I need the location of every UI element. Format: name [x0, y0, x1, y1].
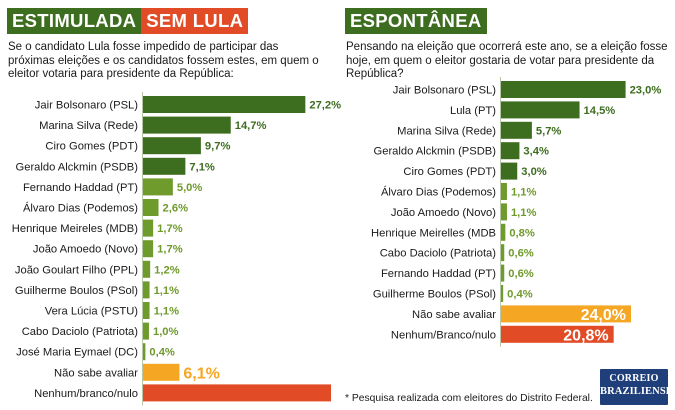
category-label: João Goulart Filho (PPL): [15, 264, 138, 276]
tag-sem-lula: SEM LULA: [141, 8, 249, 34]
title-estimulada: ESTIMULADA SEM LULA: [7, 8, 249, 34]
category-label: Jair Bolsonaro (PSL): [35, 100, 138, 112]
category-label: Henrique Meireles (MDB): [12, 223, 138, 235]
value-label: 1,1%: [154, 285, 180, 297]
value-label: 1,1%: [154, 306, 180, 318]
category-label: Lula (PT): [450, 105, 496, 117]
question-estimulada: Se o candidato Lula fosse impedido de pa…: [8, 41, 319, 80]
value-label: 20,8%: [563, 327, 608, 344]
value-label: 3,0%: [521, 166, 547, 178]
bar: [501, 162, 518, 180]
value-label: 24,0%: [581, 307, 626, 324]
value-label: 14,7%: [235, 120, 267, 132]
bar: [501, 81, 626, 98]
category-label: Geraldo Alckmin (PSDB): [16, 161, 139, 173]
value-label: 1,7%: [157, 244, 183, 256]
category-label: João Amoedo (Novo): [33, 244, 138, 256]
category-label: João Amoedo (Novo): [391, 207, 496, 219]
value-label: 0,4%: [507, 289, 533, 301]
category-label: Álvaro Dias (Podemos): [23, 202, 138, 215]
value-label: 1,0%: [153, 326, 179, 338]
value-label: 0,6%: [508, 248, 534, 260]
category-label: Guilherme Boulos (PSol): [15, 285, 138, 297]
bar: [143, 363, 180, 381]
category-label: Fernando Haddad (PT): [23, 182, 138, 194]
tag-espontanea: ESPONTÂNEA: [345, 8, 487, 34]
category-label: Cabo Daciolo (Patriota): [22, 326, 139, 338]
bar: [143, 281, 150, 299]
value-label: 9,7%: [205, 141, 231, 153]
value-label: 23,0%: [630, 85, 662, 97]
category-label: Não sabe avaliar: [54, 367, 138, 379]
bar: [143, 199, 159, 216]
bar: [143, 384, 332, 402]
value-label: 27,2%: [309, 100, 341, 112]
bar: [143, 219, 154, 237]
bar: [501, 142, 520, 160]
bar: [501, 305, 631, 323]
category-label: Ciro Gomes (PDT): [403, 166, 496, 178]
category-label: Henrique Meirelles (MDB: [371, 227, 496, 239]
correio-braziliense-logo: CORREIO BRAZILIENSE: [600, 369, 673, 405]
value-label: 3,4%: [523, 146, 549, 158]
bar: [143, 302, 150, 319]
category-label: José Maria Eymael (DC): [16, 347, 138, 359]
category-label: Nenhum/Branco/nulo: [391, 329, 496, 341]
value-label: 0,4%: [149, 347, 175, 359]
category-label: Cabo Daciolo (Patriota): [380, 248, 497, 260]
bar: [501, 101, 580, 119]
tag-estimulada: ESTIMULADA: [7, 8, 142, 34]
value-label: 1,7%: [157, 223, 183, 235]
bar: [143, 96, 306, 113]
bar: [501, 223, 506, 241]
value-label: 1,1%: [511, 207, 537, 219]
bar: [143, 240, 154, 258]
bar: [143, 157, 186, 175]
category-label: Geraldo Alckmin (PSDB): [374, 146, 497, 158]
category-label: Fernando Haddad (PT): [381, 268, 496, 280]
value-label: 7,1%: [189, 161, 215, 173]
title-espontanea: ESPONTÂNEA: [345, 8, 487, 34]
bar: [501, 183, 507, 200]
category-label: Álvaro Dias (Podemos): [381, 186, 496, 199]
bar: [143, 322, 149, 340]
bar: [143, 116, 231, 134]
value-label: 5,0%: [177, 182, 203, 194]
category-label: Marina Silva (Rede): [39, 120, 138, 132]
category-label: Não sabe avaliar: [412, 309, 496, 321]
value-label: 6,1%: [183, 365, 219, 382]
bar: [501, 264, 505, 282]
category-label: Ciro Gomes (PDT): [45, 141, 138, 153]
value-label: 0,8%: [509, 227, 535, 239]
category-label: Marina Silva (Rede): [397, 125, 496, 137]
bar: [143, 137, 201, 155]
bar: [143, 260, 151, 278]
bar: [143, 343, 146, 361]
value-label: 2,6%: [163, 203, 189, 215]
value-label: 14,5%: [584, 105, 616, 117]
footnote: * Pesquisa realizada com eleitores do Di…: [345, 393, 593, 404]
category-label: Vera Lúcia (PSTU): [45, 306, 139, 318]
bar: [501, 203, 507, 221]
category-label: Nenhum/branco/nulo: [34, 388, 138, 400]
question-espontanea: Pensando na eleição que ocorrerá este an…: [346, 41, 668, 80]
value-label: 1,1%: [511, 187, 537, 199]
bar: [501, 325, 614, 343]
bar: [143, 178, 173, 196]
chart-estimulada: Jair Bolsonaro (PSL) 27,2% Marina Silva (R…: [12, 92, 341, 406]
bar: [501, 121, 532, 139]
category-label: Jair Bolsonaro (PSL): [393, 85, 496, 97]
value-label: 5,7%: [536, 125, 562, 137]
bar: [501, 244, 505, 262]
value-label: 0,6%: [508, 268, 534, 280]
value-label: 1,2%: [154, 264, 180, 276]
bar: [501, 285, 504, 302]
category-label: Guilherme Boulos (PSol): [373, 289, 496, 301]
